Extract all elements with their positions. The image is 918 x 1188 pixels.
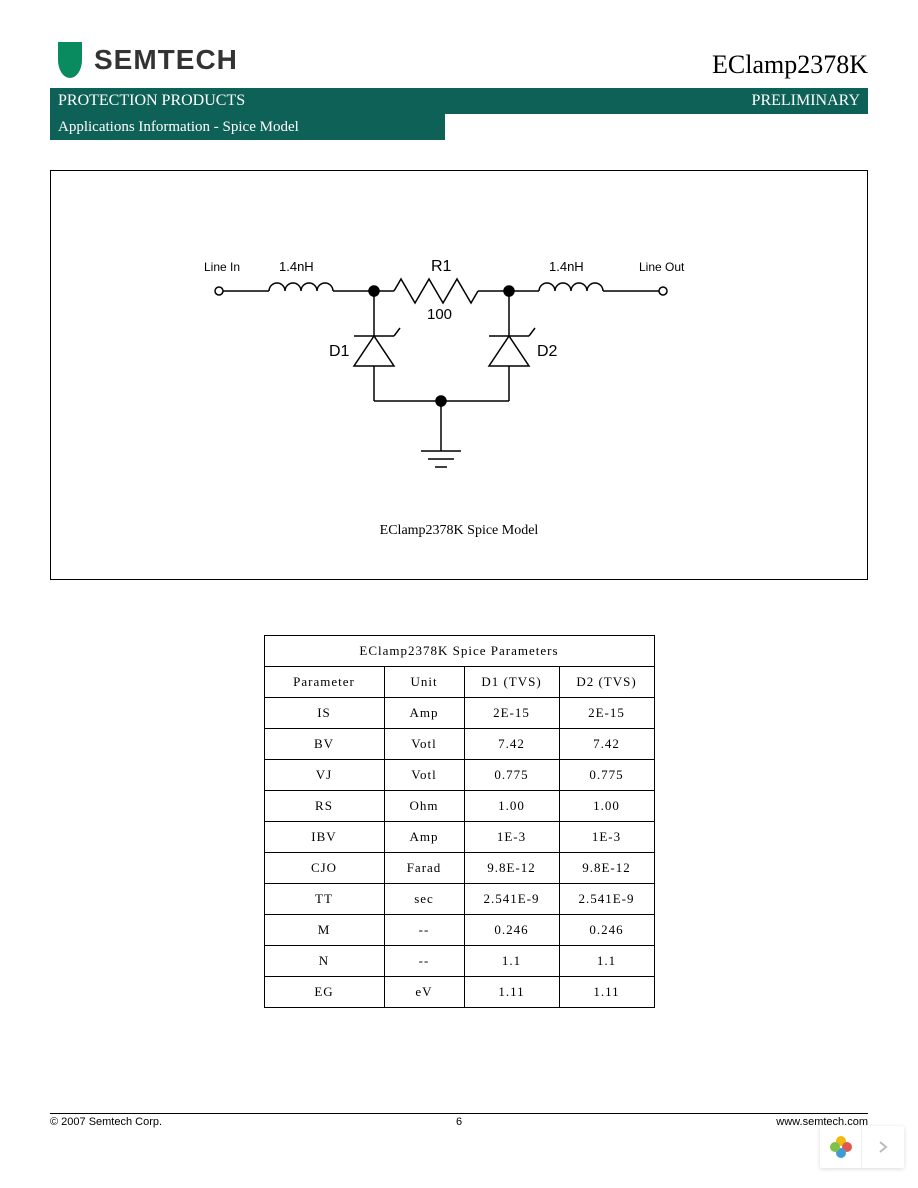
table-cell: RS <box>264 791 384 822</box>
table-cell: Votl <box>384 729 464 760</box>
footer-page-number: 6 <box>456 1116 462 1128</box>
table-cell: -- <box>384 915 464 946</box>
table-row: IBVAmp1E-31E-3 <box>264 822 654 853</box>
header-row: SEMTECH EClamp2378K <box>50 40 868 80</box>
schematic-box: Line In 1.4nH R1 100 1.4nH Line Out D1 D… <box>50 170 868 580</box>
page-footer: © 2007 Semtech Corp. 6 www.semtech.com <box>50 1113 868 1128</box>
table-cell: 1.1 <box>559 946 654 977</box>
table-cell: 2E-15 <box>559 698 654 729</box>
table-cell: 0.246 <box>559 915 654 946</box>
label-line-in: Line In <box>204 260 240 274</box>
logo-mark-icon <box>50 40 90 80</box>
table-cell: Votl <box>384 760 464 791</box>
company-name: SEMTECH <box>94 44 238 76</box>
table-cell: 1E-3 <box>559 822 654 853</box>
table-row: TTsec2.541E-92.541E-9 <box>264 884 654 915</box>
label-line-out: Line Out <box>639 260 685 274</box>
table-title: EClamp2378K Spice Parameters <box>264 636 654 667</box>
part-number: EClamp2378K <box>712 50 868 80</box>
table-cell: 1.00 <box>559 791 654 822</box>
table-cell: 1.11 <box>559 977 654 1008</box>
table-row: N--1.11.1 <box>264 946 654 977</box>
col-parameter: Parameter <box>264 667 384 698</box>
spice-params-table: EClamp2378K Spice Parameters Parameter U… <box>264 635 655 1008</box>
table-header-row: Parameter Unit D1 (TVS) D2 (TVS) <box>264 667 654 698</box>
chevron-right-icon <box>876 1140 890 1154</box>
table-cell: 1E-3 <box>464 822 559 853</box>
col-unit: Unit <box>384 667 464 698</box>
table-cell: BV <box>264 729 384 760</box>
table-cell: sec <box>384 884 464 915</box>
table-cell: 1.00 <box>464 791 559 822</box>
widget-next-button[interactable] <box>862 1126 904 1168</box>
table-cell: CJO <box>264 853 384 884</box>
section-band: Applications Information - Spice Model <box>50 114 445 140</box>
table-row: RSOhm1.001.00 <box>264 791 654 822</box>
table-row: ISAmp2E-152E-15 <box>264 698 654 729</box>
floating-widget[interactable] <box>820 1126 904 1168</box>
table-cell: TT <box>264 884 384 915</box>
table-cell: M <box>264 915 384 946</box>
table-cell: -- <box>384 946 464 977</box>
table-cell: 7.42 <box>559 729 654 760</box>
label-r1-name: R1 <box>431 258 452 275</box>
table-cell: Amp <box>384 822 464 853</box>
widget-logo-icon[interactable] <box>820 1126 862 1168</box>
col-d1: D1 (TVS) <box>464 667 559 698</box>
table-row: CJOFarad9.8E-129.8E-12 <box>264 853 654 884</box>
schematic-caption: EClamp2378K Spice Model <box>51 523 867 539</box>
col-d2: D2 (TVS) <box>559 667 654 698</box>
table-cell: IS <box>264 698 384 729</box>
table-cell: Ohm <box>384 791 464 822</box>
table-cell: 1.11 <box>464 977 559 1008</box>
schematic-diagram: Line In 1.4nH R1 100 1.4nH Line Out D1 D… <box>179 171 739 511</box>
table-cell: EG <box>264 977 384 1008</box>
label-d2: D2 <box>537 343 558 360</box>
company-logo: SEMTECH <box>50 40 238 80</box>
table-cell: VJ <box>264 760 384 791</box>
category-band: PROTECTION PRODUCTS PRELIMINARY <box>50 88 868 114</box>
label-l2: 1.4nH <box>549 259 584 274</box>
table-cell: 1.1 <box>464 946 559 977</box>
table-cell: 2.541E-9 <box>559 884 654 915</box>
table-cell: 9.8E-12 <box>559 853 654 884</box>
footer-copyright: © 2007 Semtech Corp. <box>50 1116 162 1128</box>
table-row: M--0.2460.246 <box>264 915 654 946</box>
label-r1-val: 100 <box>427 306 452 323</box>
band-right: PRELIMINARY <box>752 92 860 110</box>
table-row: VJVotl0.7750.775 <box>264 760 654 791</box>
table-cell: 9.8E-12 <box>464 853 559 884</box>
table-cell: 0.775 <box>559 760 654 791</box>
table-cell: 0.246 <box>464 915 559 946</box>
table-cell: IBV <box>264 822 384 853</box>
table-cell: 7.42 <box>464 729 559 760</box>
table-cell: 2E-15 <box>464 698 559 729</box>
table-cell: Amp <box>384 698 464 729</box>
table-row: EGeV1.111.11 <box>264 977 654 1008</box>
table-row: BVVotl7.427.42 <box>264 729 654 760</box>
table-cell: 2.541E-9 <box>464 884 559 915</box>
table-cell: eV <box>384 977 464 1008</box>
label-d1: D1 <box>329 343 350 360</box>
section-title: Applications Information - Spice Model <box>58 119 299 136</box>
label-l1: 1.4nH <box>279 259 314 274</box>
table-cell: 0.775 <box>464 760 559 791</box>
table-cell: N <box>264 946 384 977</box>
table-cell: Farad <box>384 853 464 884</box>
band-left: PROTECTION PRODUCTS <box>58 92 245 110</box>
